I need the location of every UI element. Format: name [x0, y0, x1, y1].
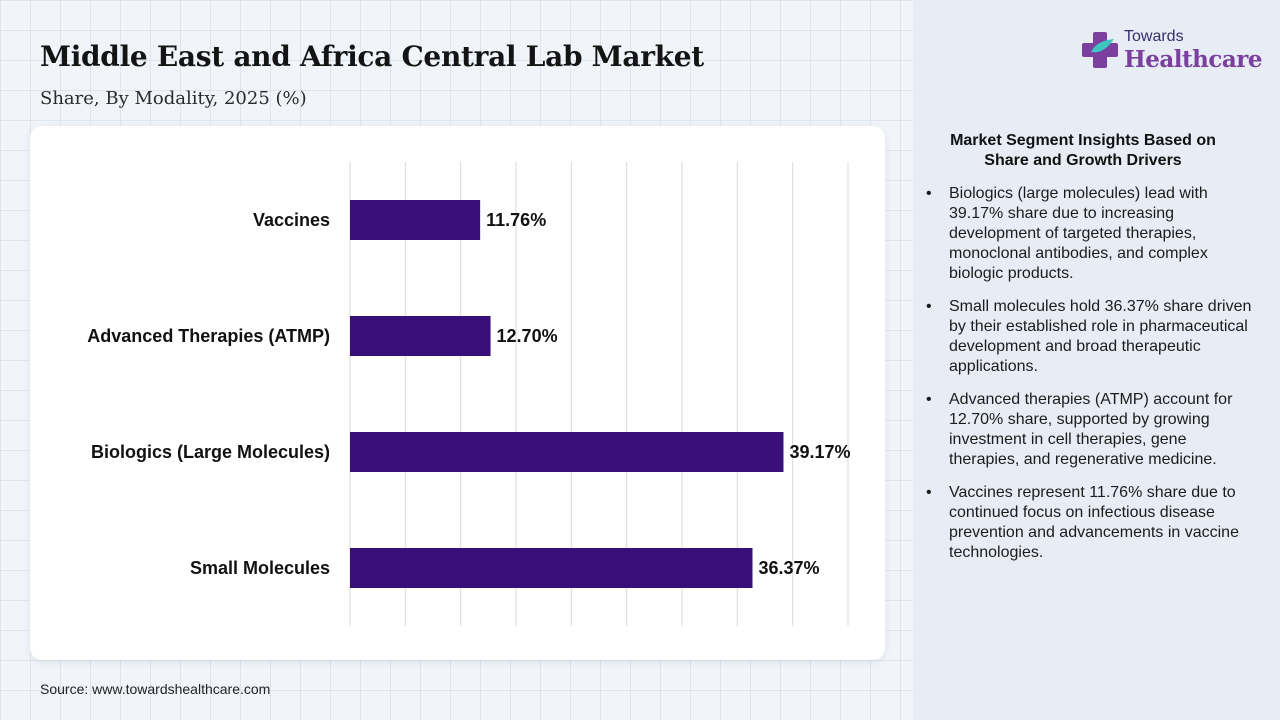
- value-label: 11.76%: [486, 210, 546, 230]
- insights-title: Market Segment Insights Based on Share a…: [950, 132, 1216, 169]
- category-label: Small Molecules: [190, 558, 330, 578]
- insight-text: Vaccines represent 11.76% share due to c…: [949, 484, 1239, 561]
- page-title: Middle East and Africa Central Lab Marke…: [40, 40, 704, 73]
- value-label: 36.37%: [758, 558, 819, 578]
- bullet-icon: •: [926, 298, 932, 315]
- insight-item: • Advanced therapies (ATMP) account for …: [922, 390, 1252, 470]
- category-label: Biologics (Large Molecules): [91, 442, 330, 462]
- insight-item: • Vaccines represent 11.76% share due to…: [922, 483, 1252, 563]
- medical-cross-icon: [1082, 32, 1118, 68]
- bar-chart: Vaccines 11.76% Advanced Therapies (ATMP) 1…: [87, 162, 851, 626]
- insights-list: • Biologics (large molecules) lead with …: [922, 184, 1252, 576]
- bullet-icon: •: [926, 185, 932, 202]
- chart-card: Vaccines 11.76% Advanced Therapies (ATMP) 1…: [30, 126, 885, 660]
- insight-text: Advanced therapies (ATMP) account for 12…: [949, 391, 1233, 468]
- bullet-icon: •: [926, 391, 932, 408]
- bar: [350, 548, 753, 588]
- bar: [350, 200, 481, 240]
- logo-top-text: Towards: [1124, 28, 1184, 45]
- page-subtitle: Share, By Modality, 2025 (%): [40, 88, 307, 109]
- value-label: 12.70%: [497, 326, 558, 346]
- brand-logo: Towards Healthcare: [1080, 26, 1263, 78]
- insight-text: Biologics (large molecules) lead with 39…: [949, 185, 1208, 282]
- bar: [350, 316, 491, 356]
- insight-text: Small molecules hold 36.37% share driven…: [949, 298, 1252, 375]
- bar: [350, 432, 784, 472]
- category-label: Advanced Therapies (ATMP): [87, 326, 330, 346]
- category-label: Vaccines: [253, 210, 330, 230]
- insights-panel: [913, 0, 1280, 720]
- insight-item: • Biologics (large molecules) lead with …: [922, 184, 1252, 284]
- source-text: Source: www.towardshealthcare.com: [40, 681, 271, 697]
- value-label: 39.17%: [789, 442, 850, 462]
- bullet-icon: •: [926, 484, 932, 501]
- insight-item: • Small molecules hold 36.37% share driv…: [922, 297, 1252, 377]
- logo-main-text: Healthcare: [1124, 46, 1263, 73]
